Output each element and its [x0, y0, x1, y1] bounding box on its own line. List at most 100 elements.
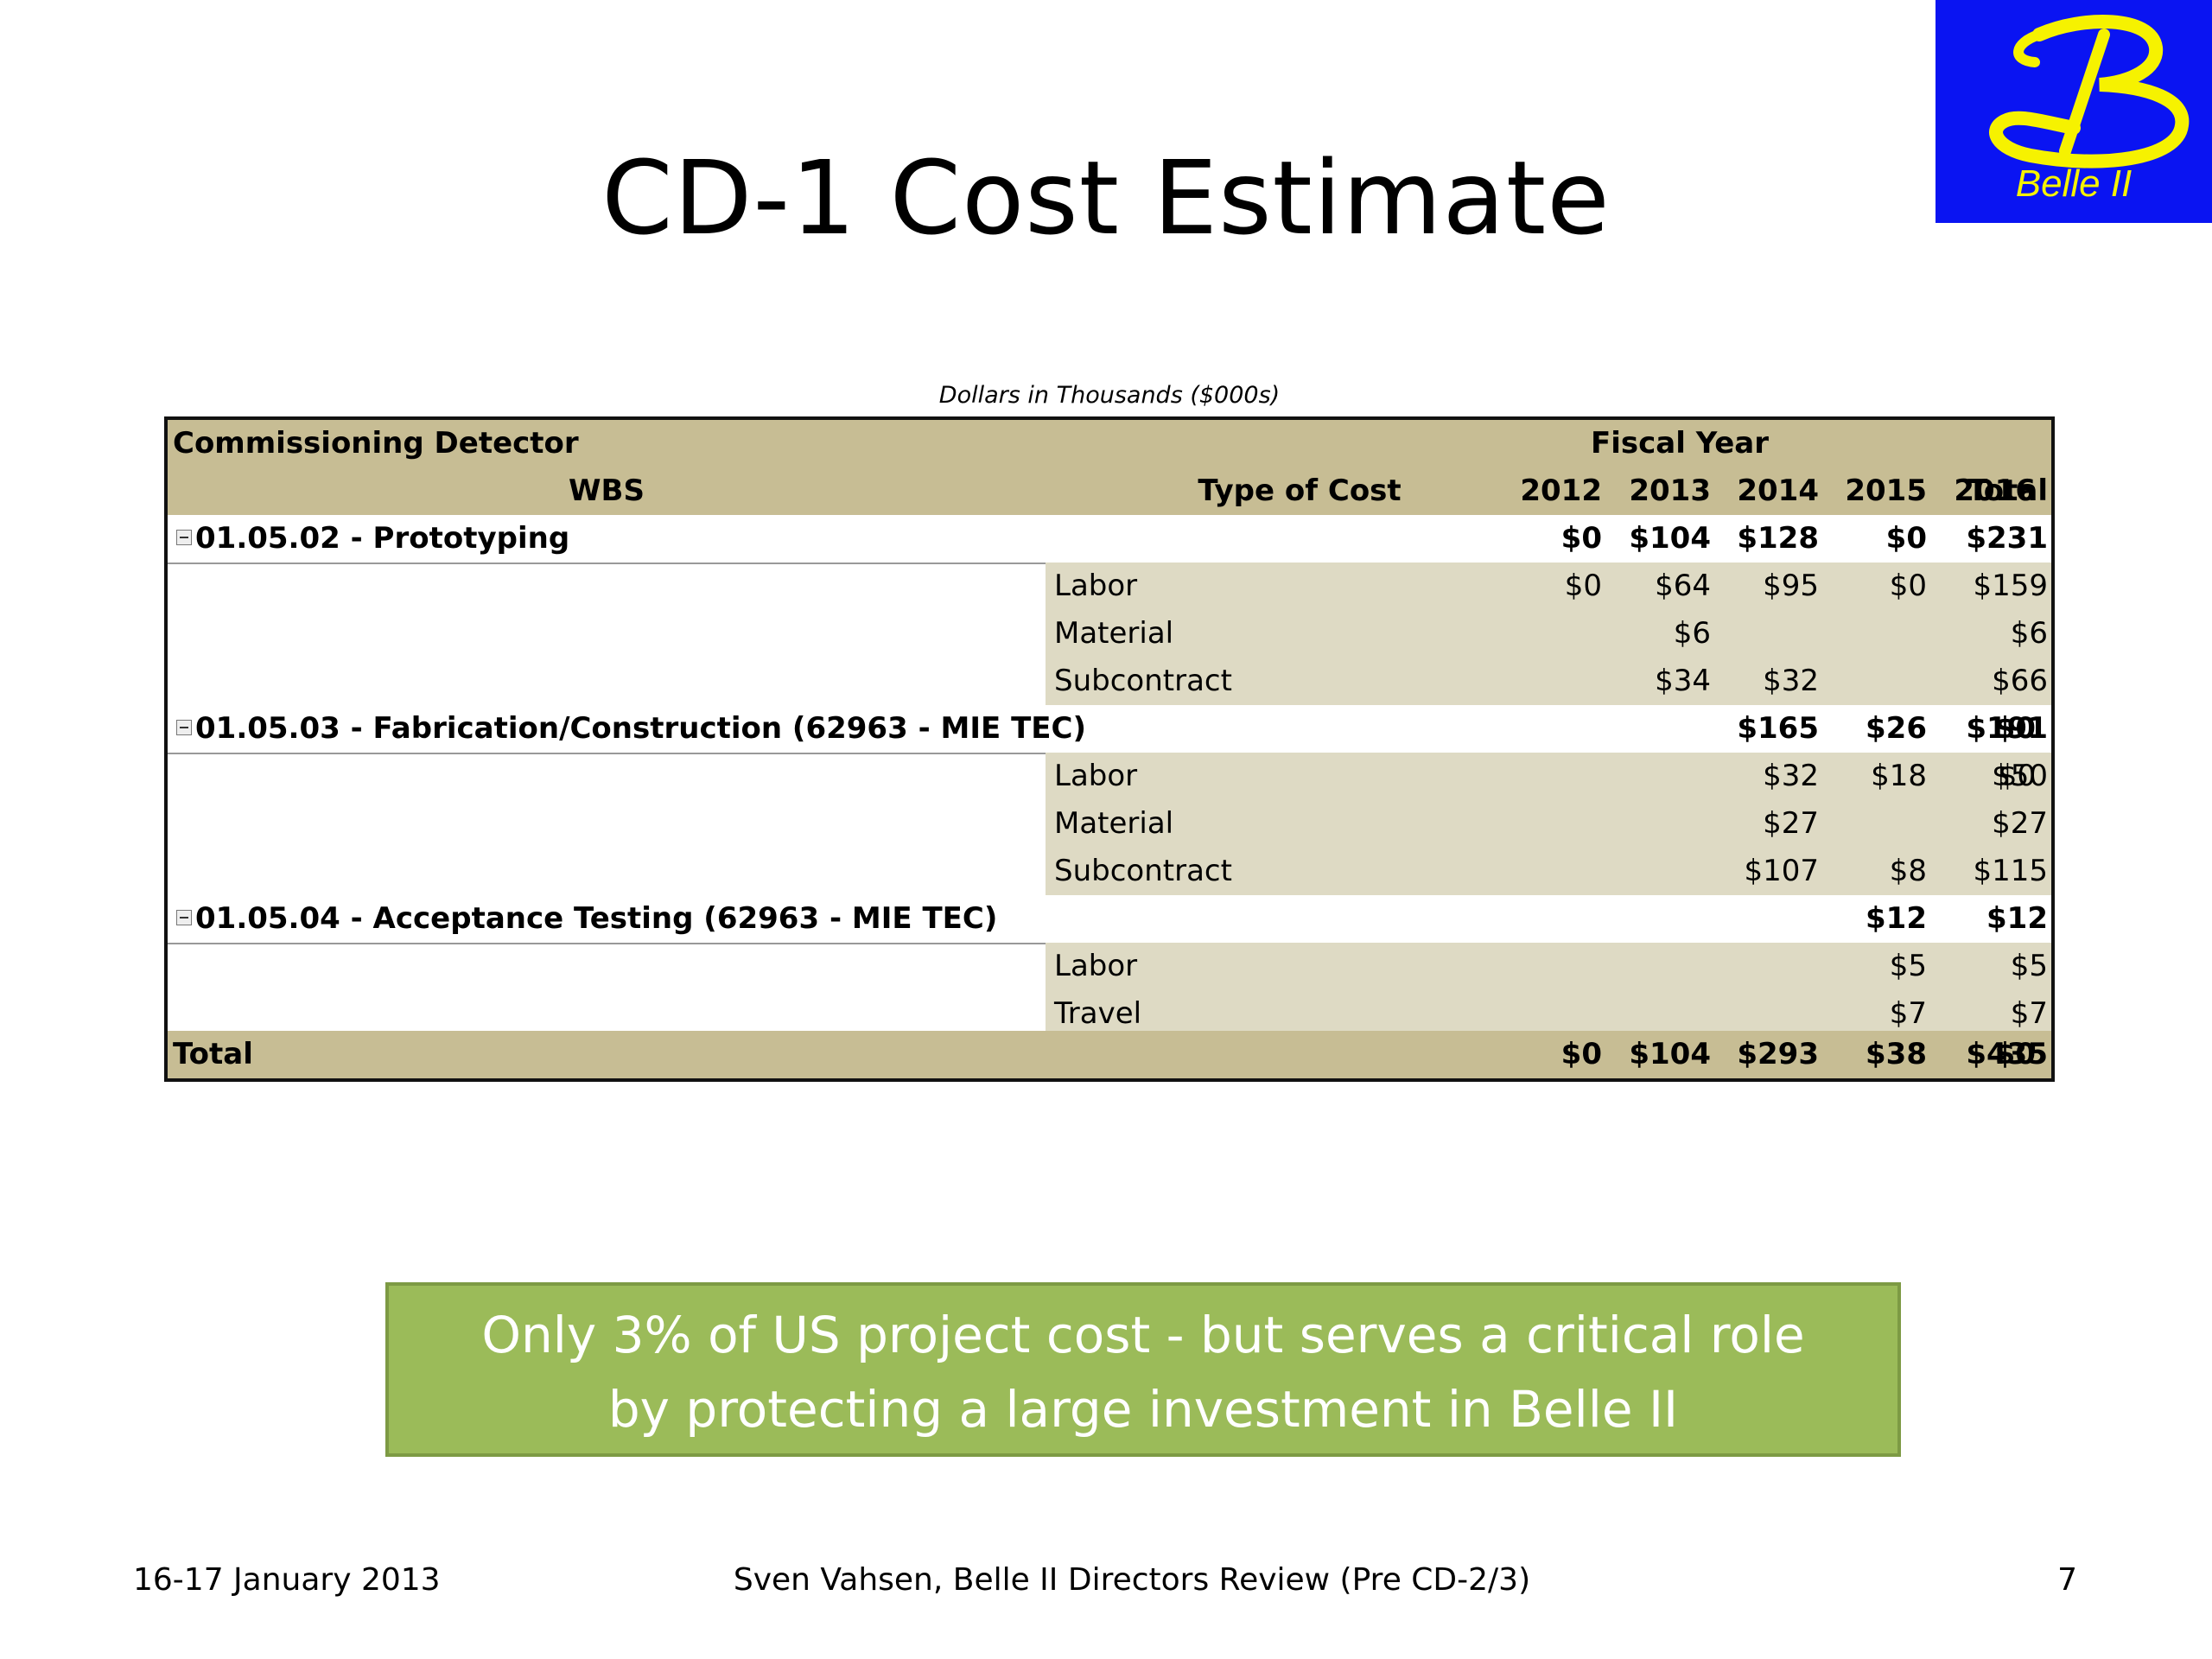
- cell-value: $7: [1889, 996, 1927, 1031]
- cell-total: $27: [1992, 806, 2048, 841]
- footer-page-number: 7: [2057, 1562, 2077, 1598]
- cell-value: [1516, 848, 1602, 895]
- group-label: 01.05.02 - Prototyping: [195, 521, 570, 556]
- cost-table: Commissioning Detector Fiscal Year WBS T…: [164, 416, 2055, 1082]
- fiscal-year-header: Fiscal Year: [1591, 426, 1769, 461]
- table-header-row-1: Commissioning Detector Fiscal Year: [168, 420, 2051, 467]
- cell-total: $159: [1973, 569, 2048, 603]
- cell-value: $32: [1763, 664, 1819, 698]
- cell-value: [1624, 800, 1711, 848]
- col-header-year: 2012: [1520, 474, 1602, 508]
- logo-text: Belle II: [2015, 162, 2133, 205]
- table-row: Material $27 $27: [168, 800, 2051, 848]
- table-row: Labor $5 $5: [168, 943, 2051, 990]
- table-row: Subcontract $34 $32 $66: [168, 658, 2051, 705]
- col-header-year: 2015: [1845, 474, 1927, 508]
- cell-value: $27: [1763, 806, 1819, 841]
- cell-total: $50: [1992, 759, 2048, 793]
- cell-value: [1624, 753, 1711, 800]
- cell-value: [1516, 658, 1602, 705]
- cell-value: $32: [1763, 759, 1819, 793]
- col-header-total: Total: [1967, 474, 2048, 508]
- cell-total: $7: [2010, 996, 2048, 1031]
- cell-total: $435: [1966, 1037, 2048, 1071]
- cell-value: [1516, 895, 1602, 943]
- table-row: Material $6 $6: [168, 610, 2051, 658]
- group-row-fabrication[interactable]: 01.05.03 - Fabrication/Construction (629…: [168, 705, 2051, 754]
- callout-line-1: Only 3% of US project cost - but serves …: [481, 1306, 1805, 1364]
- cell-value: $0: [1994, 711, 2036, 746]
- collapse-icon[interactable]: [176, 909, 192, 925]
- cell-value: $18: [1871, 759, 1927, 793]
- cell-total: $12: [1986, 901, 2048, 936]
- cell-value: [1516, 753, 1602, 800]
- cell-total: $231: [1966, 521, 2048, 556]
- type-label: Subcontract: [1054, 854, 1232, 888]
- table-row: Travel $7 $7: [168, 990, 2051, 1038]
- cell-value: [1516, 705, 1602, 753]
- total-label: Total: [173, 1037, 253, 1071]
- type-label: Subcontract: [1054, 664, 1232, 698]
- type-label: Labor: [1054, 759, 1138, 793]
- cell-value: [1840, 610, 1927, 658]
- cell-total: $66: [1992, 664, 2048, 698]
- cell-value: [1624, 943, 1711, 990]
- table-row: Labor $0 $64 $95 $0 $159: [168, 563, 2051, 610]
- cell-value: [1516, 800, 1602, 848]
- cell-value: $128: [1737, 521, 1819, 556]
- table-caption: Dollars in Thousands ($000s): [938, 382, 1281, 409]
- type-label: Material: [1054, 806, 1174, 841]
- cell-value: [1840, 800, 1927, 848]
- cell-value: $0: [1564, 569, 1602, 603]
- table-row: Labor $32 $18 $0 $50: [168, 753, 2051, 800]
- cell-value: $0: [1994, 1037, 2036, 1071]
- cell-total: $6: [2010, 616, 2048, 651]
- group-label: 01.05.04 - Acceptance Testing (62963 - M…: [195, 901, 998, 936]
- cell-total: $115: [1973, 854, 2048, 888]
- belle-b-icon: [1989, 15, 2190, 168]
- cell-value: [1840, 658, 1927, 705]
- belle-ii-logo: Belle II: [1936, 0, 2212, 223]
- table-row: Subcontract $107 $8 $115: [168, 848, 2051, 895]
- cell-value: $0: [1998, 759, 2036, 793]
- collapse-icon[interactable]: [176, 529, 192, 545]
- callout-line-2: by protecting a large investment in Bell…: [607, 1380, 1679, 1439]
- cell-value: $0: [1560, 1037, 1602, 1071]
- type-label: Material: [1054, 616, 1174, 651]
- cell-value: [1732, 895, 1819, 943]
- total-row: Total $0 $104 $293 $38 $0 $435: [168, 1031, 2051, 1078]
- cell-value: $0: [1889, 569, 1927, 603]
- group-label: 01.05.03 - Fabrication/Construction (629…: [195, 711, 1086, 746]
- cell-value: $6: [1673, 616, 1711, 651]
- cell-value: [1516, 610, 1602, 658]
- footer-presenter: Sven Vahsen, Belle II Directors Review (…: [733, 1562, 1531, 1598]
- cell-value: $95: [1763, 569, 1819, 603]
- cell-value: $64: [1655, 569, 1711, 603]
- cell-value: $26: [1866, 711, 1927, 746]
- cell-value: $8: [1889, 854, 1927, 888]
- col-header-wbs: WBS: [569, 474, 645, 508]
- group-row-acceptance[interactable]: 01.05.04 - Acceptance Testing (62963 - M…: [168, 895, 2051, 944]
- cell-value: [1516, 943, 1602, 990]
- cell-value: $293: [1737, 1037, 1819, 1071]
- cell-value: $0: [1885, 521, 1927, 556]
- col-header-year: 2014: [1737, 474, 1819, 508]
- type-label: Travel: [1054, 996, 1142, 1031]
- type-label: Labor: [1054, 949, 1138, 983]
- group-row-prototyping[interactable]: 01.05.02 - Prototyping $0 $104 $128 $0 $…: [168, 515, 2051, 564]
- cell-value: [1624, 895, 1711, 943]
- collapse-icon[interactable]: [176, 719, 192, 735]
- cell-value: $104: [1629, 1037, 1711, 1071]
- table-header-row-2: WBS Type of Cost 2012 2013 2014 2015 201…: [168, 467, 2051, 515]
- cell-value: $34: [1655, 664, 1711, 698]
- callout-box: Only 3% of US project cost - but serves …: [385, 1282, 1901, 1457]
- cell-value: $38: [1866, 1037, 1927, 1071]
- cell-value: $107: [1744, 854, 1819, 888]
- cell-value: [1732, 610, 1819, 658]
- cell-value: $12: [1866, 901, 1927, 936]
- table-title: Commissioning Detector: [173, 426, 579, 461]
- cell-value: [1624, 848, 1711, 895]
- cell-value: [1732, 943, 1819, 990]
- footer-date: 16-17 January 2013: [133, 1562, 441, 1598]
- slide-title: CD-1 Cost Estimate: [601, 138, 1611, 257]
